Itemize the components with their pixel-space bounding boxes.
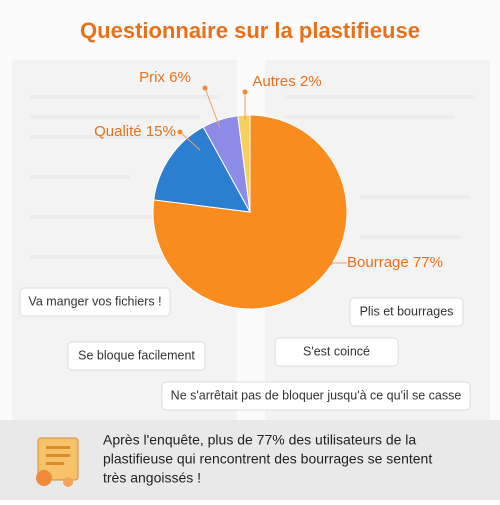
leader-dot (177, 129, 183, 135)
chart-title: Questionnaire sur la plastifieuse (80, 18, 420, 43)
leader-dot (242, 89, 248, 95)
footer-line: très angoissés ! (103, 470, 201, 486)
footer-line: plastifieuse qui rencontrent des bourrag… (103, 451, 432, 467)
footer-icon (36, 437, 79, 487)
slice-category: Prix (139, 69, 165, 86)
comment-text: Plis et bourrages (360, 304, 454, 318)
slice-category: Autres (252, 73, 295, 90)
comment-bubble (274, 337, 399, 367)
footer-text: Après l'enquête, plus de 77% des utilisa… (103, 432, 432, 486)
slice-label: Prix 6% (139, 69, 191, 86)
comment-text: Se bloque facilement (78, 348, 195, 362)
comment-bubble (161, 381, 471, 411)
leader-dot (202, 85, 208, 91)
leader-line (179, 131, 201, 151)
pie-slice (237, 114, 251, 213)
slice-category: Qualité (94, 123, 142, 140)
slice-category: Bourrage (347, 254, 409, 271)
slice-label: Bourrage 77% (347, 254, 443, 271)
comment-bubble (349, 297, 464, 327)
slice-value-label: 77% (413, 254, 443, 271)
comments: Va manger vos fichiers ! Plis et bourrage… (19, 287, 471, 411)
leader-dot (327, 260, 333, 266)
comment-text: S'est coincé (303, 344, 370, 358)
slice-label: Autres 2% (252, 73, 321, 90)
pie-slice (153, 126, 251, 213)
comment-text: Ne s'arrêtait pas de bloquer jusqu'à ce … (171, 388, 462, 402)
slice-value-label: 15% (146, 123, 176, 140)
comment-text: Va manger vos fichiers ! (28, 294, 161, 308)
leader-line (204, 87, 221, 129)
comment-bubble (67, 341, 206, 371)
comment-bubble (19, 287, 171, 317)
footer-band (0, 420, 500, 500)
slice-value-label: 2% (300, 73, 322, 90)
pie: Bourrage 77% Qualité 15% Prix 6% Autres 2% (94, 69, 443, 310)
footer-line: Après l'enquête, plus de 77% des utilisa… (103, 432, 416, 448)
slice-value-label: 6% (169, 69, 191, 86)
slice-label: Qualité 15% (94, 123, 176, 140)
